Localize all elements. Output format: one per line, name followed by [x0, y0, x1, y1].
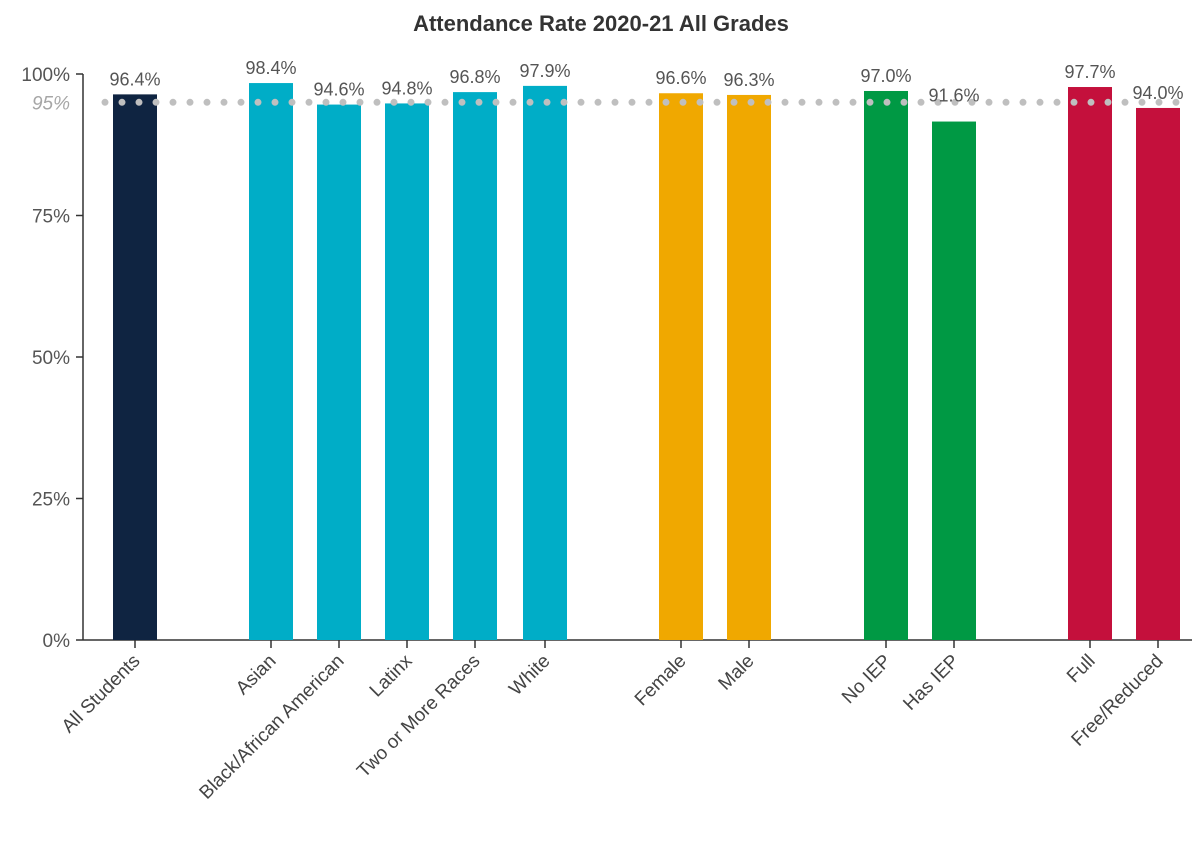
y-tick-label: 50%	[32, 348, 70, 369]
axes: 0% 25% 50% 75% 100%	[21, 65, 1192, 652]
bars	[113, 83, 1180, 641]
bar	[523, 85, 567, 641]
bar	[249, 83, 293, 640]
bar	[1136, 107, 1180, 640]
category-label: Male	[715, 651, 759, 695]
reference-line-group: 95%	[32, 93, 1196, 114]
category-label: Asian	[232, 651, 280, 699]
category-label: Two or More Races	[353, 651, 484, 782]
bar	[317, 104, 361, 640]
chart-title: Attendance Rate 2020-21 All Grades	[413, 11, 789, 36]
bar	[385, 103, 429, 640]
value-labels: 96.4% 98.4% 94.6% 94.8% 96.8% 97.9% 96.6% 96.3%…	[109, 58, 1183, 105]
reference-line-label: 95%	[32, 93, 70, 114]
value-label: 96.6%	[655, 68, 706, 88]
bar	[453, 92, 497, 640]
value-label: 96.8%	[449, 67, 500, 87]
bar	[1068, 87, 1112, 640]
value-label: 96.3%	[723, 70, 774, 90]
bar	[932, 121, 976, 640]
bar	[659, 93, 703, 640]
category-label: Full	[1063, 651, 1100, 688]
bar	[113, 94, 157, 641]
y-tick-label: 0%	[43, 631, 71, 652]
y-tick-label: 25%	[32, 490, 70, 511]
value-label: 96.4%	[109, 69, 160, 89]
value-label: 97.7%	[1064, 62, 1115, 82]
bar	[864, 90, 908, 641]
value-label: 91.6%	[928, 86, 979, 106]
bar	[727, 94, 771, 640]
category-label: White	[505, 651, 554, 700]
value-label: 94.6%	[313, 80, 364, 100]
category-label: Female	[631, 651, 691, 711]
category-label: No IEP	[838, 651, 895, 708]
category-label: Has IEP	[899, 651, 963, 715]
value-label: 94.8%	[381, 78, 432, 98]
category-label: Latinx	[366, 650, 417, 701]
value-label: 97.0%	[860, 66, 911, 86]
value-label: 94.0%	[1132, 83, 1183, 103]
category-label: All Students	[58, 651, 145, 738]
y-tick-label: 75%	[32, 207, 70, 228]
value-label: 98.4%	[245, 58, 296, 78]
value-label: 97.9%	[519, 61, 570, 81]
y-tick-label: 100%	[21, 65, 70, 86]
